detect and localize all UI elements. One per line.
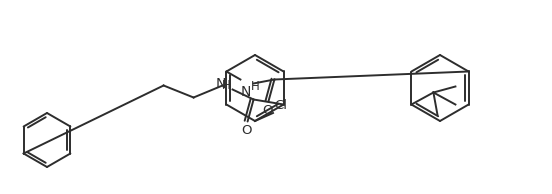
Text: H: H: [251, 80, 259, 93]
Text: O: O: [262, 105, 273, 118]
Text: H: H: [222, 79, 231, 92]
Text: N: N: [241, 85, 251, 99]
Text: O: O: [241, 125, 252, 138]
Text: Cl: Cl: [274, 99, 287, 112]
Text: N: N: [215, 77, 226, 92]
